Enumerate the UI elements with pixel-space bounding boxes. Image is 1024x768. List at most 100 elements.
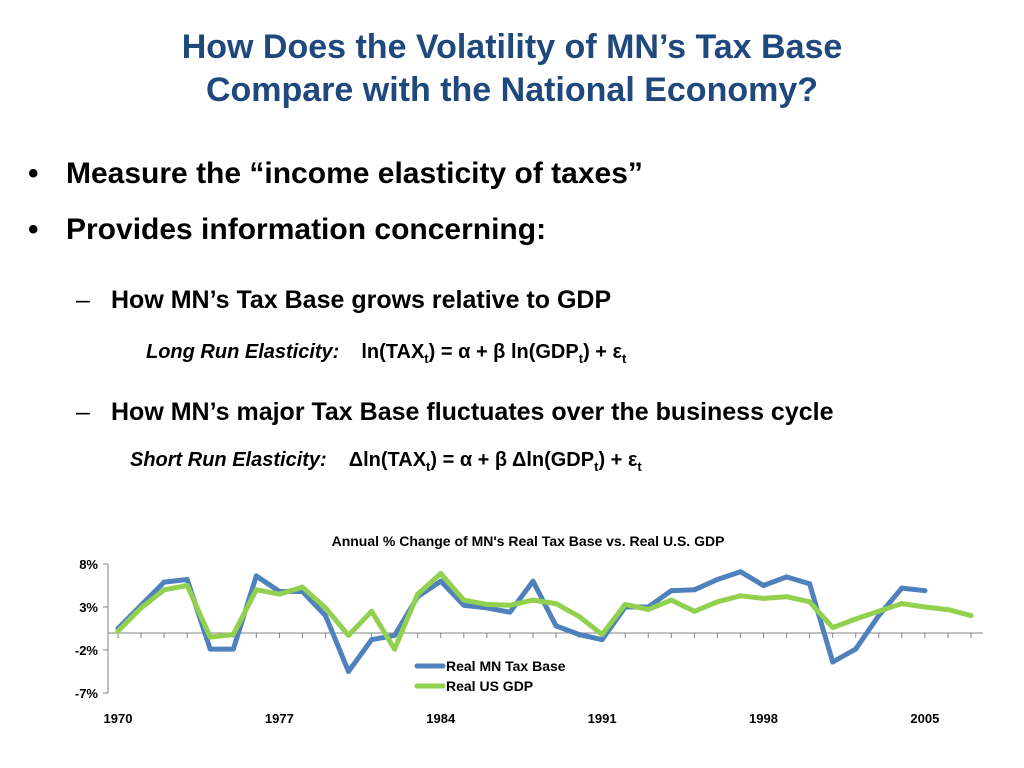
chart-series bbox=[115, 569, 974, 674]
data-point bbox=[714, 599, 720, 605]
bullet-income-elasticity: • Measure the “income elasticity of taxes… bbox=[28, 157, 643, 191]
data-point bbox=[507, 609, 513, 615]
data-point bbox=[599, 632, 605, 638]
data-point bbox=[922, 588, 928, 594]
data-point bbox=[161, 587, 167, 593]
short-run-formula: Short Run Elasticity: Δln(TAXt) = α + β Δ… bbox=[130, 449, 642, 474]
long-run-equation: ln(TAXt) = α + β ln(GDPt) + εt bbox=[361, 341, 627, 366]
data-point bbox=[138, 605, 144, 611]
data-point bbox=[299, 584, 305, 590]
data-point bbox=[645, 607, 651, 613]
data-point bbox=[530, 578, 536, 584]
data-point bbox=[438, 578, 444, 584]
data-point bbox=[784, 574, 790, 580]
data-point bbox=[461, 597, 467, 603]
data-point bbox=[438, 570, 444, 576]
data-point bbox=[369, 637, 375, 643]
data-point bbox=[784, 594, 790, 600]
legend-label: Real US GDP bbox=[446, 678, 533, 694]
data-point bbox=[461, 602, 467, 608]
legend-label: Real MN Tax Base bbox=[446, 658, 566, 674]
data-point bbox=[876, 608, 882, 614]
bullet-text: Measure the “income elasticity of taxes” bbox=[66, 157, 643, 190]
y-tick-label: -2% bbox=[75, 643, 99, 658]
title-line-2: Compare with the National Economy? bbox=[205, 71, 819, 109]
data-point bbox=[253, 573, 259, 579]
data-point bbox=[115, 628, 121, 634]
data-point bbox=[392, 632, 398, 638]
data-point bbox=[691, 587, 697, 593]
y-tick-label: 8% bbox=[79, 557, 98, 572]
data-point bbox=[207, 634, 213, 640]
slide-title: How Does the Volatility of MN’s Tax Base… bbox=[0, 26, 1024, 112]
short-run-label: Short Run Elasticity: bbox=[130, 449, 327, 471]
data-point bbox=[899, 585, 905, 591]
data-point bbox=[576, 632, 582, 638]
data-point bbox=[230, 646, 236, 652]
chart-axes: -7% -2% 3% 8% 1970 1977 1984 1991 1998 2005 bbox=[75, 557, 983, 726]
data-point bbox=[576, 613, 582, 619]
data-point bbox=[346, 632, 352, 638]
x-tick-label: 2005 bbox=[910, 711, 939, 726]
data-point bbox=[207, 646, 213, 652]
data-point bbox=[899, 601, 905, 607]
chart-title: Annual % Change of MN's Real Tax Base vs… bbox=[332, 533, 725, 549]
data-point bbox=[392, 646, 398, 652]
bullet-provides-information: • Provides information concerning: bbox=[28, 213, 546, 247]
sub-bullet-growth: – How MN’s Tax Base grows relative to GDP bbox=[76, 286, 611, 315]
chart-legend: Real MN Tax Base Real US GDP bbox=[414, 658, 566, 694]
series-line-us-gdp bbox=[115, 571, 974, 652]
y-tick-label: -7% bbox=[75, 686, 99, 701]
data-point bbox=[230, 632, 236, 638]
data-point bbox=[807, 581, 813, 587]
data-point bbox=[369, 608, 375, 614]
data-point bbox=[507, 602, 513, 608]
data-point bbox=[322, 605, 328, 611]
bullet-dot-icon: • bbox=[28, 157, 39, 190]
data-point bbox=[553, 601, 559, 607]
data-point bbox=[346, 669, 352, 674]
data-point bbox=[691, 608, 697, 614]
data-point bbox=[853, 616, 859, 622]
line-chart: Annual % Change of MN's Real Tax Base vs… bbox=[75, 533, 983, 726]
data-point bbox=[761, 595, 767, 601]
data-point bbox=[599, 637, 605, 643]
data-point bbox=[761, 583, 767, 588]
data-point bbox=[830, 659, 836, 665]
dash-icon: – bbox=[76, 286, 90, 314]
bullet-dot-icon: • bbox=[28, 213, 39, 246]
long-run-label: Long Run Elasticity: bbox=[146, 341, 340, 363]
sub-bullet-text: How MN’s major Tax Base fluctuates over … bbox=[111, 398, 834, 426]
data-point bbox=[484, 601, 490, 607]
data-point bbox=[322, 613, 328, 619]
series-line-mn-tax-base bbox=[115, 569, 928, 674]
data-point bbox=[737, 593, 743, 599]
long-run-formula: Long Run Elasticity: ln(TAXt) = α + β ln(… bbox=[146, 341, 626, 366]
data-point bbox=[184, 576, 190, 582]
data-point bbox=[276, 591, 282, 597]
x-tick-label: 1984 bbox=[426, 711, 456, 726]
data-point bbox=[853, 646, 859, 652]
data-point bbox=[553, 623, 559, 629]
bullet-text: Provides information concerning: bbox=[66, 213, 547, 246]
data-point bbox=[530, 597, 536, 603]
data-point bbox=[830, 625, 836, 631]
x-tick-label: 1977 bbox=[265, 711, 294, 726]
title-line-1: How Does the Volatility of MN’s Tax Base bbox=[181, 28, 843, 66]
data-point bbox=[253, 587, 259, 593]
data-point bbox=[161, 579, 167, 585]
short-run-equation: Δln(TAXt) = α + β Δln(GDPt) + εt bbox=[348, 449, 642, 474]
data-point bbox=[415, 591, 421, 597]
data-point bbox=[922, 604, 928, 610]
x-tick-label: 1998 bbox=[749, 711, 778, 726]
x-tick-label: 1970 bbox=[104, 711, 133, 726]
sub-bullet-text: How MN’s Tax Base grows relative to GDP bbox=[111, 286, 612, 314]
data-point bbox=[184, 583, 190, 588]
data-point bbox=[945, 607, 951, 613]
data-point bbox=[668, 588, 674, 594]
data-point bbox=[737, 569, 743, 575]
data-point bbox=[714, 576, 720, 582]
data-point bbox=[807, 599, 813, 605]
sub-bullet-business-cycle: – How MN’s major Tax Base fluctuates over… bbox=[76, 398, 833, 427]
data-point bbox=[622, 601, 628, 607]
